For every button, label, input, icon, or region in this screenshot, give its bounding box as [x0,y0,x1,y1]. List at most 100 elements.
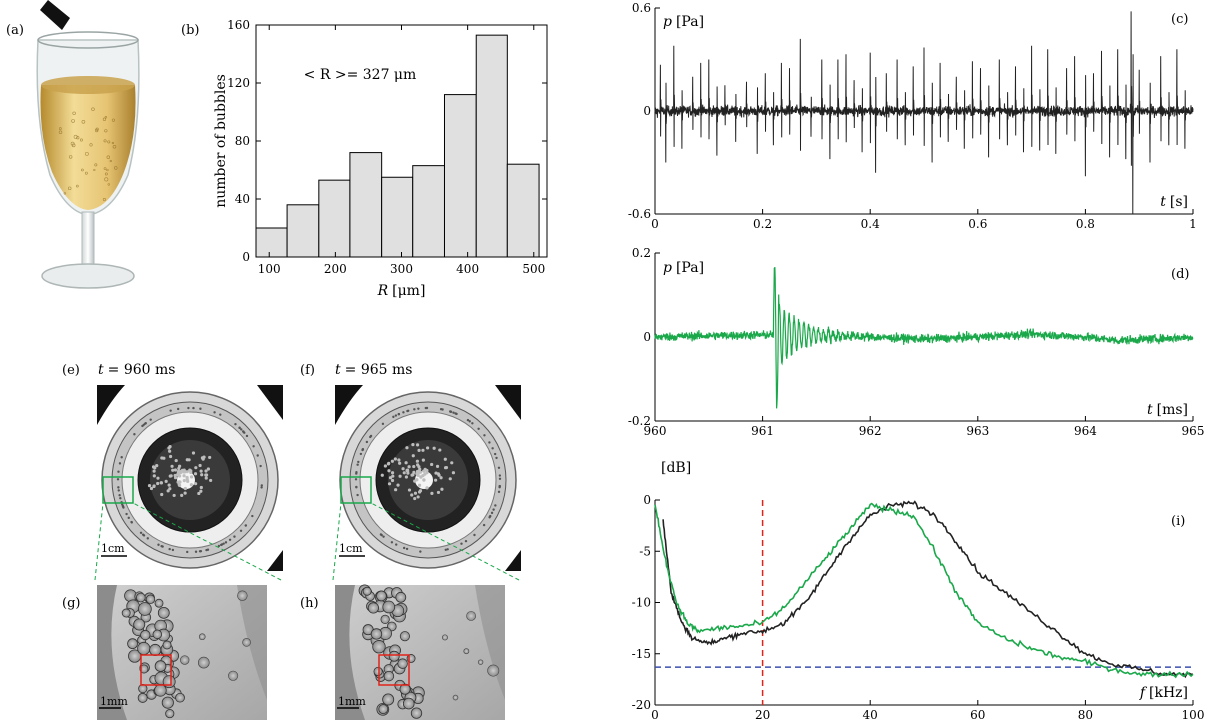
surface-bubble [425,468,429,473]
wall-bubble [260,484,263,487]
glass-top-shadow [40,0,70,30]
wall-bubble [382,535,385,538]
d-y-axis-label: p [Pa] [663,260,704,276]
wall-bubble [168,547,171,551]
y-tick-label: 80 [235,134,250,148]
wall-bubble [194,550,198,553]
spectrum-series-black [662,500,1194,679]
i-y-axis-label: [dB] [661,460,691,476]
surface-bubble [152,474,156,478]
pressure-zoom-chart: 960 961 962 963 964 965 -0.2 0 0.2 p [Pa] t [ms] [628,246,1205,438]
i-x-tick-label: 60 [970,708,985,722]
surface-bubble [396,483,400,487]
panel-b-label: (b) [181,23,199,38]
wall-bubble [125,512,128,516]
wall-bubble [117,486,120,489]
wall-bubble [354,478,358,481]
selected-bubble-box [140,654,172,686]
bubble [102,117,107,121]
panel-d: (d) 960 961 962 963 964 965 -0.2 0 0.2 p [Pa] t [ms] [628,246,1205,438]
panel-e-time-var: t [98,362,104,378]
wall-bubble [464,539,468,543]
wall-bubble [356,493,359,497]
c-x-tick-label: 0.2 [753,217,772,231]
panel-e-time: t = 960 ms [98,362,175,378]
wall-bubble [483,434,486,437]
wall-bubble [133,433,136,436]
wall-bubble [365,440,369,444]
surface-bubble [180,493,184,497]
top-view-corner-shadow [257,385,283,420]
surface-bubble [397,458,401,462]
bubble-cluster [121,608,131,618]
surface-bubble [183,491,187,495]
bubble [107,183,110,186]
surface-bubble [168,487,172,491]
wall-bubble [146,537,149,540]
bubble [58,130,63,134]
wall-bubble [369,435,372,439]
bubble [93,168,96,172]
surface-bubble [417,448,421,452]
wall-bubble [122,505,125,509]
wall-bubble [489,514,492,518]
surface-bubble [418,489,423,493]
champagne-liquid [40,85,136,210]
surface-bubble [169,474,173,478]
panel-h: (h) 1mm [300,584,505,720]
c-y-unit: [Pa] [676,14,704,30]
wall-bubble [228,538,232,542]
bubble [91,107,95,111]
wall-bubble [117,470,120,473]
d-x-unit: [ms] [1157,402,1188,418]
bubble [114,166,118,170]
isolated-bubble [180,655,190,665]
surface-bubble [177,483,182,487]
bubble-cluster [161,696,174,709]
surface-bubble [437,473,441,477]
bubble-cluster [139,664,149,674]
wall-bubble [390,541,394,544]
bubble-cluster [133,618,146,631]
surface-bubble [402,471,406,475]
surface-bubble [209,478,213,483]
bubble [103,139,107,143]
surface-bubble [168,444,172,449]
pressure-signal-chart: 0 0.2 0.4 0.6 0.8 1-0.600.6p [Pa]t [s] [628,1,1197,231]
surface-bubble [417,483,422,487]
surface-bubble [432,446,436,450]
histogram-bar [412,165,445,258]
wall-bubble [224,541,228,544]
wall-bubble [219,543,223,547]
surface-bubble [422,478,426,482]
surface-bubble [182,478,186,483]
glass-bubbles [58,107,118,202]
bubble-cluster [127,638,138,650]
surface-bubble [430,491,434,495]
wall-bubble [406,409,409,413]
wall-bubble [355,472,358,475]
panel-f: (f) t = 965 ms 1cm [300,362,521,581]
wall-bubble [239,529,243,532]
bubble [104,116,108,119]
wall-bubble [245,434,249,438]
bubble-cluster [376,590,387,602]
bubble-cluster [175,692,185,703]
wall-bubble [127,516,130,520]
d-x-axis-label: t [ms] [1147,402,1188,418]
isolated-bubble [242,638,251,647]
wall-bubble [118,493,121,497]
d-x-tick-label: 965 [1182,424,1205,438]
c-x-tick-label: 1 [1189,217,1197,231]
mean-radius-annotation: < R >= 327 μm [304,67,417,83]
surface-bubble [411,473,415,477]
bubble-cluster [152,629,163,640]
bubble-cluster [165,709,175,719]
surface-bubble [418,467,422,471]
wall-bubble [492,508,495,511]
bubble-cluster [383,670,395,682]
x-tick-label: 400 [456,262,479,276]
zoom-guide-line [332,502,342,581]
bubble-cluster [162,640,172,650]
wall-bubble [395,543,398,546]
